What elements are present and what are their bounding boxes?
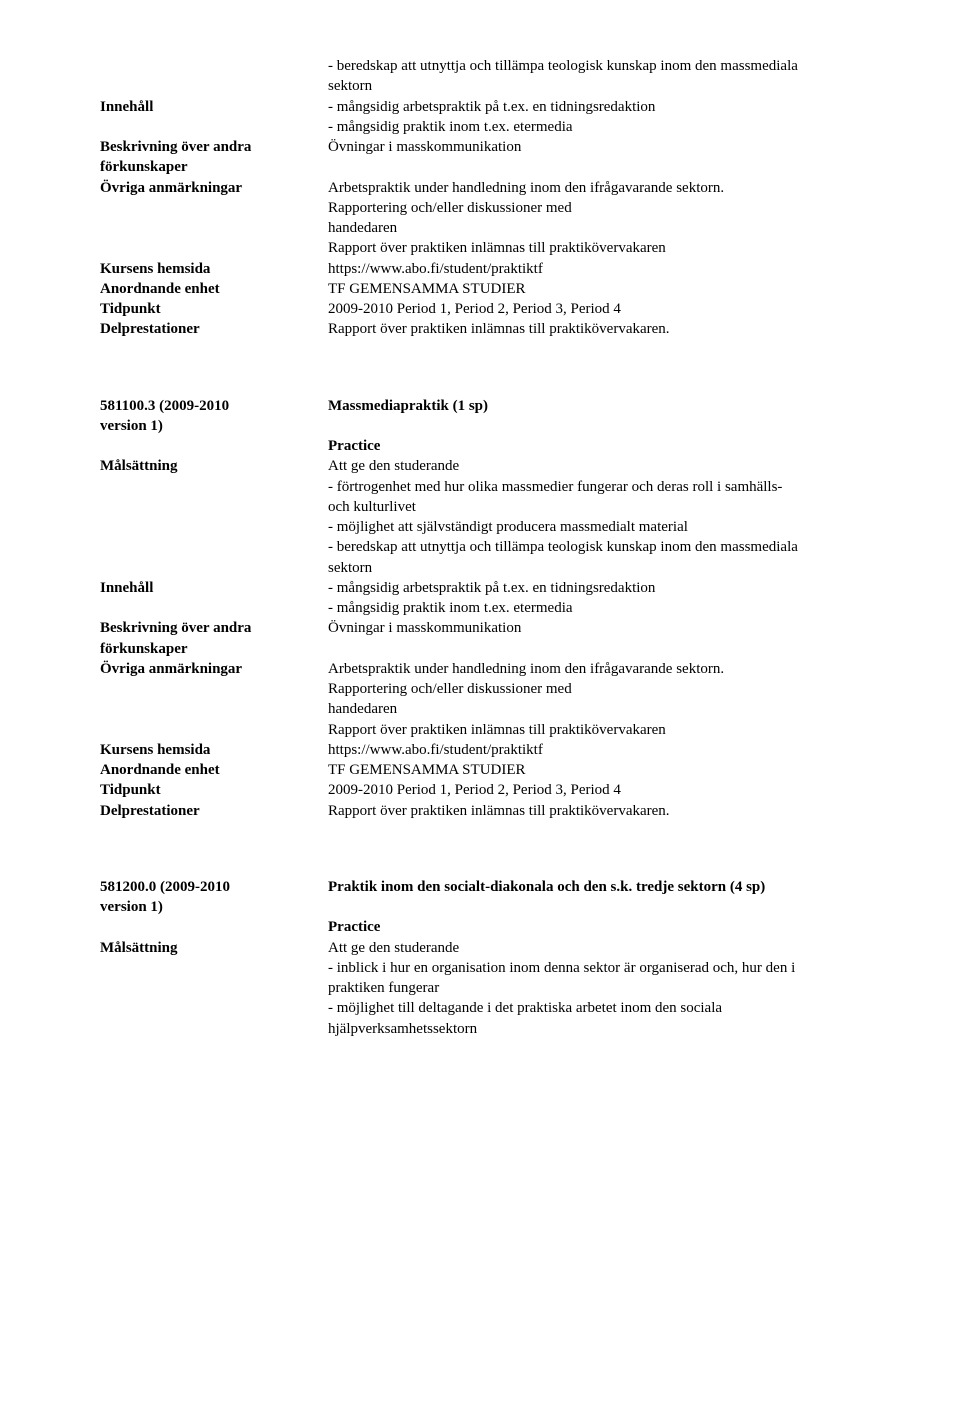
malsattning-label: Målsättning bbox=[100, 456, 328, 476]
delprestationer-label: Delprestationer bbox=[100, 319, 328, 339]
delprestationer-label: Delprestationer bbox=[100, 801, 328, 821]
anordnande-label: Anordnande enhet bbox=[100, 279, 328, 299]
text: - mångsidig praktik inom t.ex. etermedia bbox=[328, 598, 888, 618]
hemsida-label: Kursens hemsida bbox=[100, 740, 328, 760]
text: - mångsidig arbetspraktik på t.ex. en ti… bbox=[328, 578, 888, 598]
text: Övningar i masskommunikation bbox=[328, 618, 888, 638]
hemsida-label: Kursens hemsida bbox=[100, 259, 328, 279]
text: - förtrogenhet med hur olika massmedier … bbox=[328, 477, 888, 497]
course-code: version 1) bbox=[100, 416, 328, 436]
text: Arbetspraktik under handledning inom den… bbox=[328, 178, 888, 198]
ovriga-label: Övriga anmärkningar bbox=[100, 659, 328, 679]
course-title: Praktik inom den socialt-diakonala och d… bbox=[328, 877, 888, 897]
text: sektorn bbox=[328, 76, 888, 96]
course-title: Massmediapraktik (1 sp) bbox=[328, 396, 888, 416]
innehall-label: Innehåll bbox=[100, 97, 328, 117]
text: - inblick i hur en organisation inom den… bbox=[328, 958, 888, 978]
text: Rapport över praktiken inlämnas till pra… bbox=[328, 801, 888, 821]
text: 2009-2010 Period 1, Period 2, Period 3, … bbox=[328, 780, 888, 800]
anordnande-label: Anordnande enhet bbox=[100, 760, 328, 780]
text: TF GEMENSAMMA STUDIER bbox=[328, 279, 888, 299]
text: handedaren bbox=[328, 218, 888, 238]
text: - möjlighet att självständigt producera … bbox=[328, 517, 888, 537]
text: 2009-2010 Period 1, Period 2, Period 3, … bbox=[328, 299, 888, 319]
text: Rapport över praktiken inlämnas till pra… bbox=[328, 319, 888, 339]
text: - mångsidig praktik inom t.ex. etermedia bbox=[328, 117, 888, 137]
innehall-label: Innehåll bbox=[100, 578, 328, 598]
text: https://www.abo.fi/student/praktiktf bbox=[328, 259, 888, 279]
text: - möjlighet till deltagande i det prakti… bbox=[328, 998, 888, 1018]
tidpunkt-label: Tidpunkt bbox=[100, 780, 328, 800]
beskrivning-label: förkunskaper bbox=[100, 639, 328, 659]
course-code: 581100.3 (2009-2010 bbox=[100, 396, 328, 416]
text: Rapport över praktiken inlämnas till pra… bbox=[328, 720, 888, 740]
beskrivning-label: Beskrivning över andra bbox=[100, 618, 328, 638]
text: sektorn bbox=[328, 558, 888, 578]
text: Att ge den studerande bbox=[328, 456, 888, 476]
text: https://www.abo.fi/student/praktiktf bbox=[328, 740, 888, 760]
text: Rapportering och/eller diskussioner med bbox=[328, 198, 888, 218]
practice-heading: Practice bbox=[328, 436, 888, 456]
text: Rapport över praktiken inlämnas till pra… bbox=[328, 238, 888, 258]
beskrivning-label: Beskrivning över andra bbox=[100, 137, 328, 157]
beskrivning-label: förkunskaper bbox=[100, 157, 328, 177]
text: Arbetspraktik under handledning inom den… bbox=[328, 659, 888, 679]
course-code: 581200.0 (2009-2010 bbox=[100, 877, 328, 897]
ovriga-label: Övriga anmärkningar bbox=[100, 178, 328, 198]
malsattning-label: Målsättning bbox=[100, 938, 328, 958]
text: - beredskap att utnyttja och tillämpa te… bbox=[328, 56, 888, 76]
text: - beredskap att utnyttja och tillämpa te… bbox=[328, 537, 888, 557]
text: Övningar i masskommunikation bbox=[328, 137, 888, 157]
course-code: version 1) bbox=[100, 897, 328, 917]
text: praktiken fungerar bbox=[328, 978, 888, 998]
practice-heading: Practice bbox=[328, 917, 888, 937]
text: Att ge den studerande bbox=[328, 938, 888, 958]
text: Rapportering och/eller diskussioner med bbox=[328, 679, 888, 699]
text: handedaren bbox=[328, 699, 888, 719]
tidpunkt-label: Tidpunkt bbox=[100, 299, 328, 319]
text: hjälpverksamhetssektorn bbox=[328, 1019, 888, 1039]
text: och kulturlivet bbox=[328, 497, 888, 517]
text: TF GEMENSAMMA STUDIER bbox=[328, 760, 888, 780]
text: - mångsidig arbetspraktik på t.ex. en ti… bbox=[328, 97, 888, 117]
